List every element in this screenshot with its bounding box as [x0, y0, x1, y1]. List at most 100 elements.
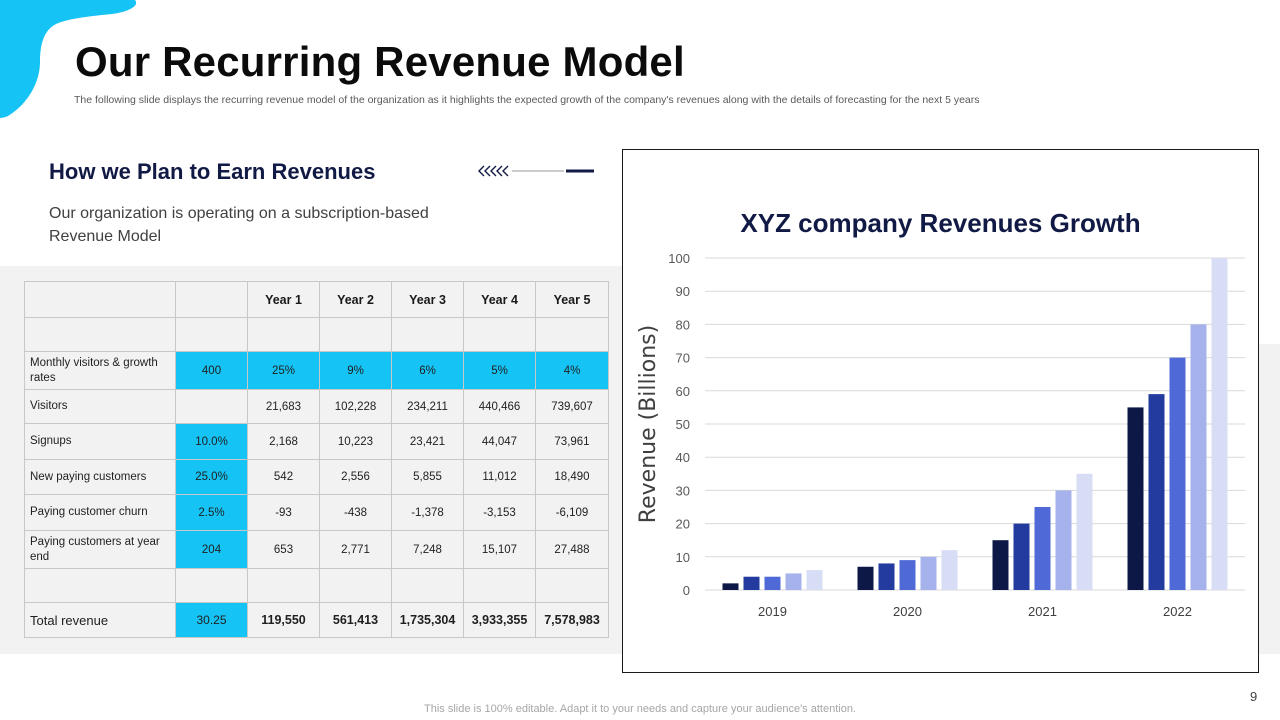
table-header-cell: Year 3 — [391, 281, 464, 318]
table-row: Signups 10.0% 2,168 10,223 23,421 44,047 73,96… — [24, 423, 609, 460]
table-cell: 2,168 — [247, 423, 320, 460]
table-cell: 44,047 — [463, 423, 536, 460]
table-row — [24, 568, 609, 603]
footer-note: This slide is 100% editable. Adapt it to… — [424, 703, 856, 715]
table-row: New paying customers 25.0% 542 2,556 5,855 11… — [24, 459, 609, 495]
table-row: Visitors 21,683 102,228 234,211 440,466 739,6… — [24, 389, 609, 424]
table-cell: 102,228 — [319, 389, 392, 424]
table-cell: 23,421 — [391, 423, 464, 460]
table-row: Monthly visitors & growth rates 400 25% 9% 6… — [24, 351, 609, 390]
section-heading: How we Plan to Earn Revenues — [49, 159, 376, 184]
slide-title: Our Recurring Revenue Model — [75, 38, 685, 85]
bar-2021-series-1 — [992, 540, 1009, 590]
table-cell — [319, 317, 392, 352]
corner-decoration — [0, 0, 137, 118]
table-cell: 3,933,355 — [463, 602, 536, 638]
table-cell: 25% — [247, 351, 320, 390]
table-cell — [247, 568, 320, 603]
revenue-chart: XYZ company Revenues Growth 0 10 20 30 40 50 6… — [622, 149, 1259, 673]
bar-2021-series-3 — [1034, 507, 1051, 590]
background-strip — [1258, 344, 1280, 654]
x-tick-label: 2022 — [1163, 604, 1192, 619]
arrows-decoration-icon — [478, 165, 594, 177]
row-label: New paying customers — [24, 459, 176, 495]
section-description: Our organization is operating on a subsc… — [49, 205, 429, 245]
table-cell: 2,771 — [319, 530, 392, 569]
table-cell: -93 — [247, 494, 320, 531]
bar-2022-series-5 — [1211, 258, 1228, 590]
base-value-cell — [175, 568, 248, 603]
table-cell: 4% — [535, 351, 609, 390]
table-cell — [391, 317, 464, 352]
base-value-cell — [175, 317, 248, 352]
slide-subtitle: The following slide displays the recurri… — [74, 94, 980, 106]
x-tick-label: 2021 — [1028, 604, 1057, 619]
base-value-cell: 204 — [175, 530, 248, 569]
y-tick-label: 70 — [676, 351, 690, 366]
bar-2019-series-3 — [764, 576, 781, 590]
chart-title: XYZ company Revenues Growth — [740, 208, 1141, 238]
table-cell: 653 — [247, 530, 320, 569]
table-cell: 7,248 — [391, 530, 464, 569]
row-label: Paying customers at year end — [24, 530, 176, 569]
bar-2022-series-3 — [1169, 357, 1186, 590]
y-tick-label: 10 — [676, 550, 690, 565]
table-cell — [463, 317, 536, 352]
table-header-cell — [24, 281, 176, 318]
table-cell: 739,607 — [535, 389, 609, 424]
y-tick-label: 0 — [683, 583, 690, 598]
table-cell — [463, 568, 536, 603]
table-cell: 11,012 — [463, 459, 536, 495]
table-header-cell: Year 1 — [247, 281, 320, 318]
bar-2019-series-4 — [785, 573, 802, 590]
bar-2019-series-5 — [806, 570, 823, 590]
table-cell: 21,683 — [247, 389, 320, 424]
table-row: Total revenue 30.25 119,550 561,413 1,735,30… — [24, 602, 609, 638]
table-cell: 542 — [247, 459, 320, 495]
row-label — [24, 317, 176, 352]
bar-2020-series-3 — [899, 560, 916, 590]
table-header-row: Year 1 Year 2 Year 3 Year 4 Year 5 — [24, 281, 609, 318]
table-header-cell: Year 4 — [463, 281, 536, 318]
table-row — [24, 317, 609, 352]
chart-plot: 0 10 20 30 40 50 60 70 80 90 100 Revenue (Billions)… — [636, 251, 1245, 619]
bar-2021-series-2 — [1013, 523, 1030, 590]
row-label: Visitors — [24, 389, 176, 424]
table-cell: 6% — [391, 351, 464, 390]
table-header-cell: Year 2 — [319, 281, 392, 318]
row-label — [24, 568, 176, 603]
base-value-cell — [175, 389, 248, 424]
table-cell: 15,107 — [463, 530, 536, 569]
row-label: Signups — [24, 423, 176, 460]
table-cell: -438 — [319, 494, 392, 531]
table-cell: 440,466 — [463, 389, 536, 424]
base-value-cell: 2.5% — [175, 494, 248, 531]
table-cell: 234,211 — [391, 389, 464, 424]
y-axis-label: Revenue (Billions) — [636, 325, 661, 523]
bar-2020-series-2 — [878, 563, 895, 590]
bar-2022-series-1 — [1127, 407, 1144, 590]
table-cell: 561,413 — [319, 602, 392, 638]
table-cell — [391, 568, 464, 603]
x-tick-label: 2019 — [758, 604, 787, 619]
table-header-cell — [175, 281, 248, 318]
y-tick-label: 20 — [676, 517, 690, 532]
row-label: Monthly visitors & growth rates — [24, 351, 176, 390]
table-row: Paying customer churn 2.5% -93 -438 -1,378 -3… — [24, 494, 609, 531]
table-cell — [535, 317, 609, 352]
y-tick-label: 50 — [676, 417, 690, 432]
table-cell: -6,109 — [535, 494, 609, 531]
table-cell — [247, 317, 320, 352]
table-cell: 2,556 — [319, 459, 392, 495]
bar-2019-series-2 — [743, 576, 760, 590]
y-tick-label: 30 — [676, 483, 690, 498]
revenue-table: Year 1 Year 2 Year 3 Year 4 Year 5 Monthly v… — [24, 281, 609, 638]
table-cell: 27,488 — [535, 530, 609, 569]
y-tick-label: 80 — [676, 317, 690, 332]
bar-2022-series-4 — [1190, 324, 1207, 590]
x-tick-label: 2020 — [893, 604, 922, 619]
bar-2021-series-5 — [1076, 473, 1093, 590]
base-value-cell: 25.0% — [175, 459, 248, 495]
table-cell: 9% — [319, 351, 392, 390]
row-label: Total revenue — [24, 602, 176, 638]
